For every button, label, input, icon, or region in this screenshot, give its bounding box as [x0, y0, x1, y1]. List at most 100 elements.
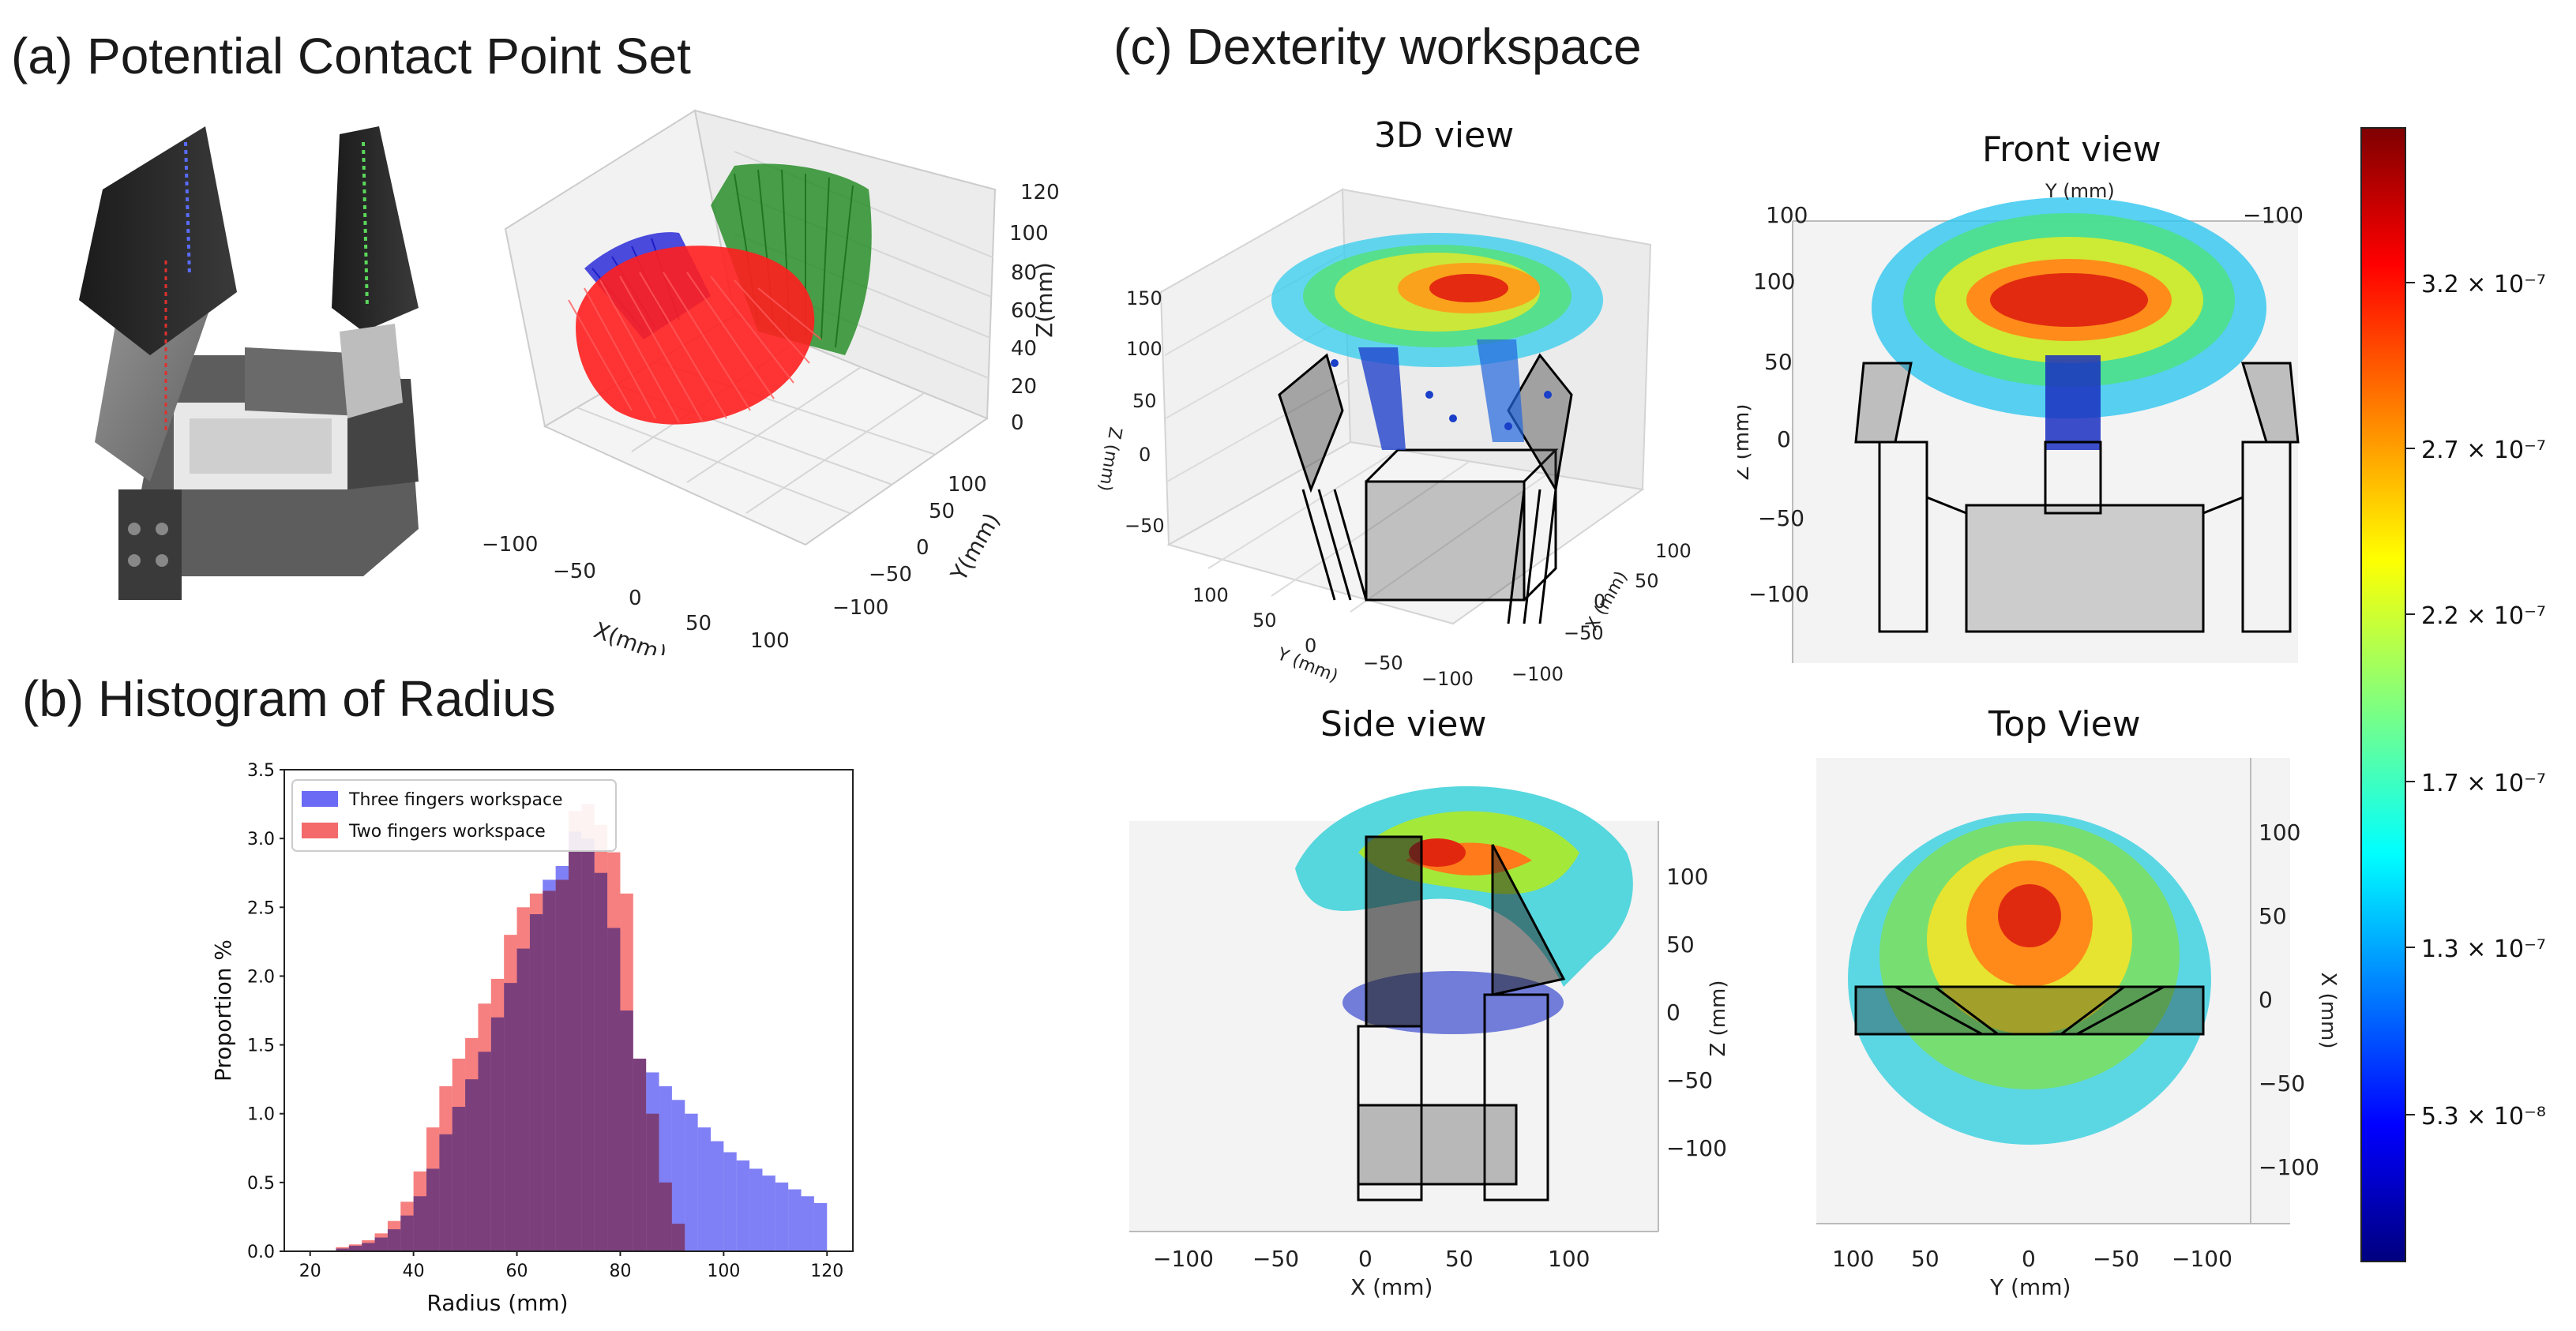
view-top-title: Top View: [1988, 704, 2141, 744]
histogram-y-tick: 3.5: [247, 761, 275, 781]
contact-z-tick: 120: [1020, 181, 1060, 204]
contact-y-tick: 0: [916, 536, 929, 560]
top-y-tick: 0: [2022, 1246, 2036, 1272]
contact-x-tick: −50: [553, 560, 596, 583]
three-finger-bar: [685, 1113, 698, 1251]
side-x-label: X (mm): [1350, 1274, 1433, 1300]
front-z-tick: −100: [1748, 581, 1809, 607]
histogram-y-tick: 1.0: [247, 1105, 275, 1125]
contact-z-tick: 40: [1011, 337, 1037, 361]
three-finger-bar: [723, 1152, 737, 1251]
histogram-y-ticks: 0.0 0.5 1.0 1.5 2.0 2.5 3.0 3.5: [247, 761, 284, 1262]
three-finger-bar: [788, 1189, 802, 1251]
colorbar-label: 1.7 × 10⁻⁷: [2421, 770, 2546, 797]
side-x-tick: −100: [1153, 1246, 1214, 1272]
two-finger-bar: [490, 978, 505, 1251]
side-z-tick: 50: [1666, 932, 1695, 958]
two-finger-bar: [336, 1247, 349, 1251]
top-y-tick: −100: [2172, 1246, 2232, 1272]
two-finger-bar: [362, 1240, 375, 1251]
contact-x-tick: 100: [750, 629, 790, 653]
panel-a-title: (a) Potential Contact Point Set: [11, 28, 691, 84]
gripper-render-image: [79, 126, 419, 600]
view-side-title: Side view: [1320, 704, 1487, 744]
side-x-tick: 100: [1548, 1246, 1590, 1272]
legend-label-three: Three fingers workspace: [348, 790, 563, 810]
colorbar-label: 5.3 × 10⁻⁸: [2421, 1103, 2546, 1130]
front-top-label: Y (mm): [2045, 182, 2115, 202]
contact-z-tick: 80: [1011, 261, 1037, 285]
front-view-point-cloud: [1872, 197, 2266, 450]
two-finger-bar: [594, 824, 608, 1251]
two-finger-bar: [607, 852, 621, 1251]
top-y-tick: 100: [1832, 1246, 1874, 1272]
side-z-tick: −100: [1666, 1135, 1727, 1161]
3d-x-tick: 50: [1635, 570, 1659, 592]
legend-swatch-two: [302, 823, 338, 838]
front-top-tick: 100: [1766, 202, 1808, 228]
panel-c-title: (c) Dexterity workspace: [1113, 18, 1642, 75]
top-x-tick: 50: [2259, 903, 2287, 929]
radius-histogram: 0.00.51.01.52.02.53.03.5 20 40 60 80 100 120 …: [210, 761, 854, 1316]
colorbar-label: 3.2 × 10⁻⁷: [2421, 271, 2546, 298]
histogram-x-ticks: 20 40 60 80 100 120: [299, 1251, 843, 1281]
two-finger-bar: [569, 811, 582, 1251]
histogram-x-tick: 40: [403, 1262, 425, 1281]
contact-y-tick: −100: [832, 596, 888, 620]
contact-y-tick: 100: [948, 473, 987, 497]
colorbar-gradient: [2360, 127, 2406, 1262]
histogram-y-tick: 0.5: [247, 1174, 275, 1194]
contact-x-tick: 0: [629, 587, 642, 610]
front-view-robot-wireframe: [1854, 362, 2300, 633]
top-x-tick: −50: [2259, 1070, 2305, 1097]
three-finger-bar: [801, 1196, 814, 1251]
3d-view-robot-wireframe: [1278, 353, 1573, 624]
front-z-label: Z (mm): [1737, 403, 1754, 480]
side-z-label: Z (mm): [1707, 980, 1730, 1056]
histogram-legend: Three fingers workspace Two fingers work…: [291, 779, 617, 852]
3d-y-tick: 100: [1192, 584, 1229, 606]
side-z-tick: −50: [1666, 1067, 1713, 1093]
contact-z-tick: 60: [1011, 299, 1037, 323]
three-finger-bar: [762, 1175, 775, 1251]
three-finger-bar: [749, 1168, 763, 1251]
front-z-tick: 50: [1764, 349, 1793, 375]
histogram-y-tick: 0.0: [247, 1243, 275, 1262]
three-finger-bar: [736, 1160, 750, 1251]
3d-y-tick: −100: [1421, 668, 1474, 690]
front-top-tick: −100: [2243, 202, 2304, 228]
front-z-tick: 100: [1753, 268, 1795, 294]
three-finger-bar: [671, 1100, 685, 1251]
top-x-label: X (mm): [2316, 972, 2340, 1048]
top-y-tick: 50: [1911, 1246, 1940, 1272]
dexterity-top-view: 100 50 0 −50 −100 Y (mm) 100 50 0 −50 −1…: [1816, 758, 2340, 1300]
two-finger-bar: [426, 1127, 440, 1251]
histogram-y-tick: 2.0: [247, 967, 275, 987]
front-z-tick: −50: [1758, 505, 1804, 531]
contact-y-tick: −50: [869, 563, 912, 587]
3d-x-tick: 100: [1655, 540, 1692, 562]
histogram-x-label: Radius (mm): [426, 1290, 568, 1316]
two-finger-bar: [465, 1037, 479, 1251]
3d-z-tick: 50: [1132, 390, 1157, 412]
3d-z-label: Z (mm): [1098, 426, 1125, 493]
two-finger-bar: [413, 1171, 426, 1251]
two-finger-bar: [671, 1224, 685, 1251]
colorbar-label: 2.7 × 10⁻⁷: [2421, 437, 2546, 464]
contact-y-tick: 50: [929, 500, 955, 523]
three-finger-bar: [813, 1203, 828, 1251]
two-finger-bar: [581, 804, 595, 1251]
contact-z-tick: 20: [1011, 375, 1037, 399]
two-finger-bar: [439, 1085, 452, 1251]
histogram-y-label: Proportion %: [210, 939, 236, 1082]
dexterity-front-view: 100 −100 Y (mm) 100 50 0 −50 −100 Z (mm): [1737, 182, 2304, 663]
3d-x-label: X (mm): [1583, 568, 1632, 634]
two-finger-bar: [529, 893, 543, 1251]
contact-z-label: Z(mm): [1031, 262, 1057, 338]
two-finger-bar: [400, 1202, 414, 1251]
3d-y-tick: 0: [1305, 635, 1316, 657]
3d-z-tick: 150: [1126, 287, 1162, 309]
side-x-tick: 0: [1358, 1246, 1372, 1272]
two-finger-bar: [516, 907, 530, 1251]
two-finger-bar: [633, 1059, 647, 1251]
